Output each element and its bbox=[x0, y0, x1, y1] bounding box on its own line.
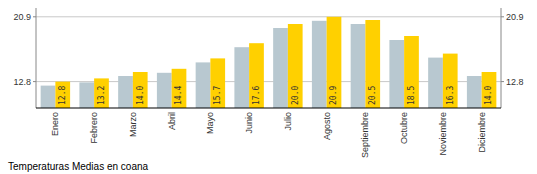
bar bbox=[327, 17, 342, 108]
bar bbox=[467, 76, 482, 108]
bar bbox=[389, 40, 404, 108]
data-label: 15.7 bbox=[213, 86, 222, 105]
bar bbox=[118, 76, 133, 108]
axes: 12.8 20.9 12.8 20.9 Enero Febrero Marzo Abril Ma… bbox=[13, 8, 523, 158]
x-tick-label: Diciembre bbox=[477, 112, 487, 153]
bars bbox=[41, 17, 497, 108]
bar bbox=[288, 24, 303, 108]
data-label: 14.0 bbox=[484, 86, 493, 105]
data-label: 12.8 bbox=[58, 86, 67, 105]
bar bbox=[404, 36, 419, 108]
y-tick-label: 12.8 bbox=[13, 77, 31, 87]
data-label: 14.0 bbox=[136, 86, 145, 105]
x-axis-line bbox=[36, 107, 501, 108]
x-tick-label: Julio bbox=[283, 112, 293, 131]
bar bbox=[443, 54, 458, 108]
bar bbox=[196, 62, 211, 108]
y2-tick bbox=[501, 81, 504, 82]
x-tick-label: Agosto bbox=[322, 112, 332, 140]
y2-tick-label: 12.8 bbox=[506, 77, 524, 87]
page: {"chart_data": {"type": "bar", "title": … bbox=[0, 0, 537, 174]
bar bbox=[312, 21, 327, 108]
data-label: 16.3 bbox=[446, 86, 455, 105]
data-label: 20.9 bbox=[329, 86, 338, 105]
bar bbox=[234, 47, 249, 108]
data-label: 20.5 bbox=[368, 86, 377, 105]
data-label: 20.0 bbox=[291, 86, 300, 105]
chart: 12.8 13.2 14.0 14.4 15.7 17.6 20.0 20.9 20.5 18.5… bbox=[0, 0, 537, 174]
title: Temperaturas Medias en coana bbox=[8, 161, 149, 172]
x-tick-label: Marzo bbox=[128, 112, 138, 137]
bar bbox=[94, 78, 109, 108]
grid-line bbox=[36, 16, 501, 17]
y2-tick bbox=[501, 16, 504, 17]
x-tick-label: Abril bbox=[167, 112, 177, 130]
x-tick-label: Junio bbox=[244, 112, 254, 134]
y2-axis-line bbox=[501, 8, 502, 108]
bar bbox=[249, 43, 264, 108]
bar bbox=[41, 86, 56, 108]
data-label: 18.5 bbox=[407, 86, 416, 105]
x-tick-label: Enero bbox=[50, 112, 60, 136]
bar bbox=[55, 82, 70, 108]
bar bbox=[351, 24, 366, 108]
bar bbox=[210, 58, 225, 108]
bar bbox=[365, 20, 380, 108]
bar bbox=[273, 28, 288, 108]
y-tick-label: 20.9 bbox=[13, 12, 31, 22]
y-tick bbox=[33, 81, 36, 82]
data-label: 13.2 bbox=[97, 86, 106, 105]
y2-tick-label: 20.9 bbox=[506, 12, 524, 22]
x-tick-label: Febrero bbox=[89, 112, 99, 144]
bar bbox=[79, 82, 94, 108]
y-tick bbox=[33, 16, 36, 17]
data-labels: 12.8 13.2 14.0 14.4 15.7 17.6 20.0 20.9 20.5 18.5… bbox=[58, 86, 493, 105]
bar bbox=[482, 72, 497, 108]
x-tick-label: Septiembre bbox=[360, 112, 370, 158]
x-tick-label: Octubre bbox=[399, 112, 409, 144]
data-label: 17.6 bbox=[252, 86, 261, 105]
x-tick-label: Mayo bbox=[205, 112, 215, 134]
bar bbox=[133, 72, 148, 108]
bar bbox=[428, 58, 443, 108]
data-label: 14.4 bbox=[174, 86, 183, 105]
bar bbox=[172, 69, 187, 108]
bar bbox=[157, 73, 172, 108]
y-axis-line bbox=[36, 8, 37, 108]
x-tick-label: Noviembre bbox=[438, 112, 448, 156]
